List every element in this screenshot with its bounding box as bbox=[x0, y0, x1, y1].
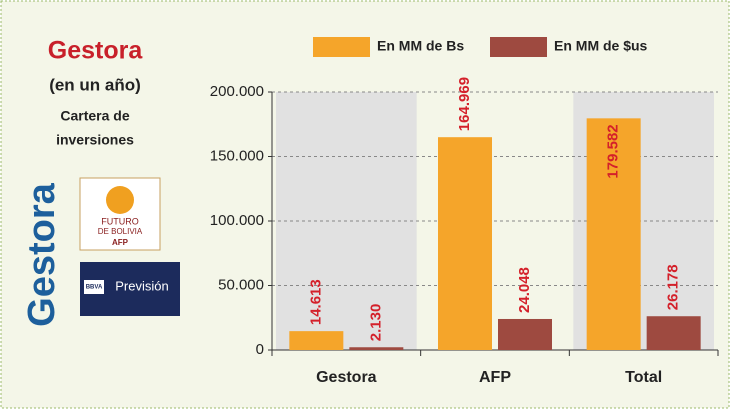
logo-sun bbox=[106, 186, 134, 214]
value-label: 164.969 bbox=[456, 77, 473, 131]
logo-text: BBVA bbox=[86, 285, 103, 291]
y-tick-label: 150.000 bbox=[210, 147, 264, 164]
y-tick-label: 200.000 bbox=[210, 83, 264, 100]
x-tick-label: Total bbox=[625, 369, 662, 386]
x-tick-label: AFP bbox=[479, 369, 511, 386]
value-label: 2.130 bbox=[367, 304, 384, 342]
caption: Cartera de bbox=[60, 108, 129, 124]
logo-box bbox=[84, 280, 104, 294]
legend-swatch bbox=[313, 37, 370, 57]
value-label: 14.613 bbox=[307, 279, 324, 325]
logo-gestora: Gestora bbox=[21, 182, 63, 326]
legend-label: En MM de $us bbox=[554, 38, 648, 54]
y-tick-label: 50.000 bbox=[218, 276, 264, 293]
subtitle: (en un año) bbox=[49, 75, 141, 94]
bar bbox=[498, 318, 552, 350]
logo-text: Previsión bbox=[115, 278, 168, 293]
y-tick-label: 0 bbox=[256, 341, 264, 358]
legend-label: En MM de Bs bbox=[377, 38, 464, 54]
value-label: 24.048 bbox=[516, 267, 533, 313]
logo-text: FUTURO bbox=[101, 216, 139, 226]
logo-text: DE BOLIVIA bbox=[98, 227, 143, 236]
caption: inversiones bbox=[56, 132, 134, 148]
bar bbox=[586, 118, 641, 350]
x-tick-label: Gestora bbox=[316, 369, 377, 386]
value-label: 26.178 bbox=[665, 264, 682, 310]
bar bbox=[438, 137, 492, 350]
logo-text: AFP bbox=[112, 238, 129, 247]
bar bbox=[289, 331, 344, 350]
bar bbox=[646, 316, 701, 350]
legend-swatch bbox=[490, 37, 547, 57]
bar bbox=[349, 347, 404, 350]
value-label: 179.582 bbox=[605, 124, 622, 178]
y-tick-label: 100.000 bbox=[210, 212, 264, 229]
title: Gestora bbox=[48, 37, 144, 65]
